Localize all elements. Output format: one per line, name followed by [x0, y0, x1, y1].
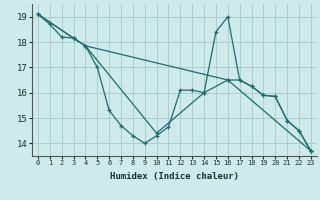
X-axis label: Humidex (Indice chaleur): Humidex (Indice chaleur)	[110, 172, 239, 181]
